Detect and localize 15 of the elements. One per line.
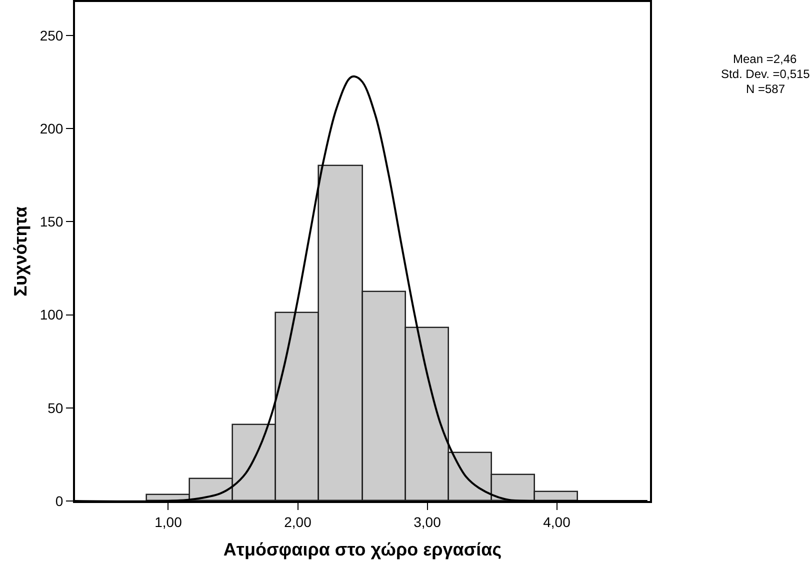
x-tick-label: 2,00	[284, 514, 312, 530]
y-tick-label: 0	[55, 492, 64, 509]
text: Std. Dev. =0,515	[721, 67, 810, 81]
y-tick-label: 200	[40, 120, 64, 137]
text: N =587	[746, 82, 786, 96]
x-tick-label: 3,00	[414, 514, 442, 530]
x-axis-title: Ατμόσφαιρα στο χώρο εργασίας	[223, 539, 502, 560]
y-tick-label: 150	[40, 214, 64, 230]
x-tick-label: 4,00	[543, 514, 571, 530]
y-axis-title: Συχνότητα	[10, 206, 31, 296]
y-tick-label: 100	[40, 306, 64, 323]
text: Mean =2,46	[733, 52, 798, 66]
y-tick-label: 50	[48, 400, 64, 416]
y-tick-label: 250	[40, 27, 64, 44]
x-tick-label: 1,00	[154, 514, 182, 530]
